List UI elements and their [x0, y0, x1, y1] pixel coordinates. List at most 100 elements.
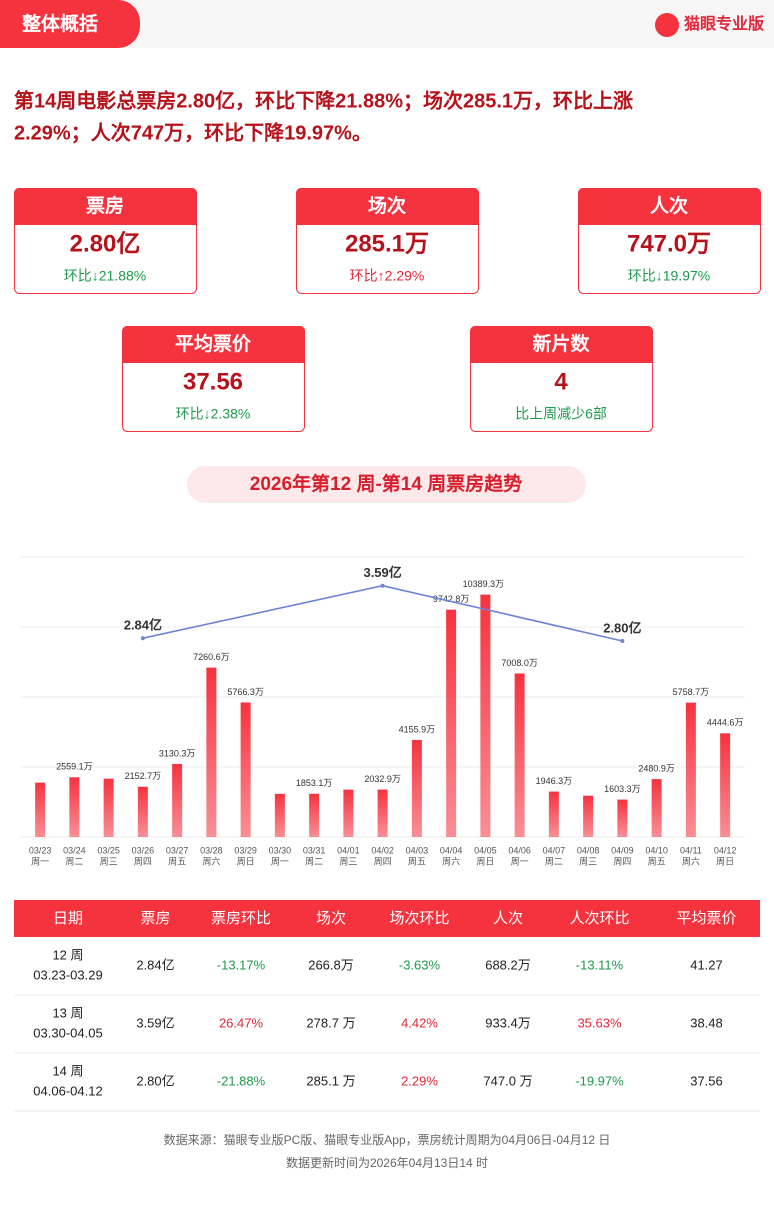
card-value: 37.56: [183, 368, 243, 395]
bar-label: 10389.3万: [463, 579, 505, 589]
table-cell: 266.8万: [308, 957, 354, 972]
table-cell: -19.97%: [575, 1073, 624, 1088]
bar-label: 2152.7万: [125, 771, 162, 781]
line: [142, 584, 623, 642]
bar: [137, 786, 148, 837]
table-cell: 688.2万: [485, 957, 531, 972]
x-tick-label: 04/02: [371, 845, 394, 855]
card-header: [296, 188, 479, 225]
x-tick-sublabel: 周日: [476, 856, 494, 866]
table-cell: -3.63%: [399, 957, 441, 972]
table-cell: -13.17%: [217, 957, 266, 972]
bar: [35, 782, 46, 837]
bar: [240, 702, 251, 837]
x-tick-sublabel: 周五: [408, 856, 426, 866]
table-cell: 37.56: [690, 1073, 723, 1088]
bar-label: 9742.8万: [433, 594, 470, 604]
chart-title-pill: [187, 466, 586, 503]
bar: [309, 793, 320, 837]
card-title: 票房: [86, 194, 124, 217]
card-title: 人次: [650, 194, 688, 217]
table-cell: 4.42%: [401, 1015, 438, 1030]
table-cell: 26.47%: [219, 1015, 264, 1030]
bar-label: 7008.0万: [501, 658, 538, 668]
header-tab: [0, 0, 140, 48]
bar: [343, 789, 354, 837]
bar: [274, 793, 285, 837]
x-tick-label: 03/29: [234, 845, 257, 855]
table-cell: 285.1 万: [306, 1073, 355, 1088]
footer: 数据更新时间为2026年04月13日14 时: [286, 1155, 488, 1170]
range: 03.30-04.05: [33, 1025, 102, 1040]
table-cell: 35.63%: [577, 1015, 622, 1030]
card-value: 4: [554, 368, 568, 395]
x-tick-label: 04/07: [543, 845, 566, 855]
line-point: [380, 583, 385, 588]
bar: [548, 791, 559, 837]
line-point: [140, 636, 145, 641]
x-tick-sublabel: 周日: [716, 856, 734, 866]
bar-label: 5766.3万: [227, 687, 264, 697]
bar-label: 3130.3万: [159, 748, 196, 758]
x-tick-label: 04/04: [440, 845, 463, 855]
x-tick-label: 04/12: [714, 845, 737, 855]
table-header-cell: 日期: [53, 910, 83, 927]
x-tick-label: 04/11: [680, 845, 702, 855]
x-tick-sublabel: 周四: [374, 856, 392, 866]
card-header: [578, 188, 761, 225]
bar: [685, 702, 696, 837]
bar: [411, 740, 422, 837]
bar-label: 7260.6万: [193, 652, 230, 662]
card-header: [14, 188, 197, 225]
x-tick-sublabel: 周一: [271, 856, 289, 866]
bar-label: 2032.9万: [364, 774, 401, 784]
bar: [514, 673, 525, 837]
x-tick-label: 03/23: [29, 845, 52, 855]
footer: 数据来源：猫眼专业版PC版、猫眼专业版App，票房统计周期为04月06日-04月…: [164, 1132, 611, 1147]
card-change: 环比↑2.29%: [350, 268, 425, 284]
bar: [583, 795, 594, 837]
bar-label: 2480.9万: [638, 763, 675, 773]
card-change: 环比↓19.97%: [628, 268, 710, 284]
card-value: 285.1万: [345, 230, 429, 257]
week: 12 周: [52, 947, 83, 962]
card-change: 比上周减少6部: [515, 406, 607, 422]
x-tick-sublabel: 周二: [545, 856, 563, 866]
header-title: 整体概括: [22, 12, 98, 35]
bar: [103, 778, 114, 837]
table-cell: -21.88%: [217, 1073, 266, 1088]
x-tick-label: 04/01: [337, 845, 360, 855]
x-tick-label: 03/31: [303, 845, 326, 855]
table-cell: 2.29%: [401, 1073, 438, 1088]
x-tick-sublabel: 周二: [305, 856, 323, 866]
bar: [617, 799, 628, 837]
x-tick-label: 04/10: [645, 845, 668, 855]
bar: [720, 733, 731, 837]
x-tick-sublabel: 周一: [511, 856, 529, 866]
card-value: 747.0万: [627, 230, 711, 257]
chart-title: 2026年第12 周-第14 周票房趋势: [250, 472, 522, 495]
brand-logo: [655, 13, 679, 37]
card-change: 环比↓21.88%: [64, 268, 146, 284]
x-tick-sublabel: 周日: [237, 856, 255, 866]
line-label: 2.84亿: [124, 618, 162, 633]
x-tick-sublabel: 周三: [100, 856, 118, 866]
table-cell: 38.48: [690, 1015, 723, 1030]
table-header-cell: 人次: [493, 910, 523, 927]
table-cell: 933.4万: [485, 1015, 531, 1030]
table-cell: -13.11%: [576, 957, 624, 972]
bar-label: 1946.3万: [536, 776, 573, 786]
bar: [446, 609, 457, 837]
table-cell: 41.27: [690, 957, 723, 972]
x-tick-label: 03/28: [200, 845, 223, 855]
x-tick-sublabel: 周六: [442, 855, 460, 866]
card-title: 场次: [368, 194, 406, 217]
table-header-cell: 票房: [140, 910, 170, 927]
week: 13 周: [52, 1005, 83, 1020]
bar: [480, 594, 491, 837]
table-cell: 3.59亿: [136, 1015, 174, 1030]
x-tick-sublabel: 周六: [202, 855, 220, 866]
bar-label: 1853.1万: [296, 778, 333, 788]
brand: 猫眼专业版: [684, 14, 764, 33]
x-tick-label: 03/25: [97, 845, 120, 855]
